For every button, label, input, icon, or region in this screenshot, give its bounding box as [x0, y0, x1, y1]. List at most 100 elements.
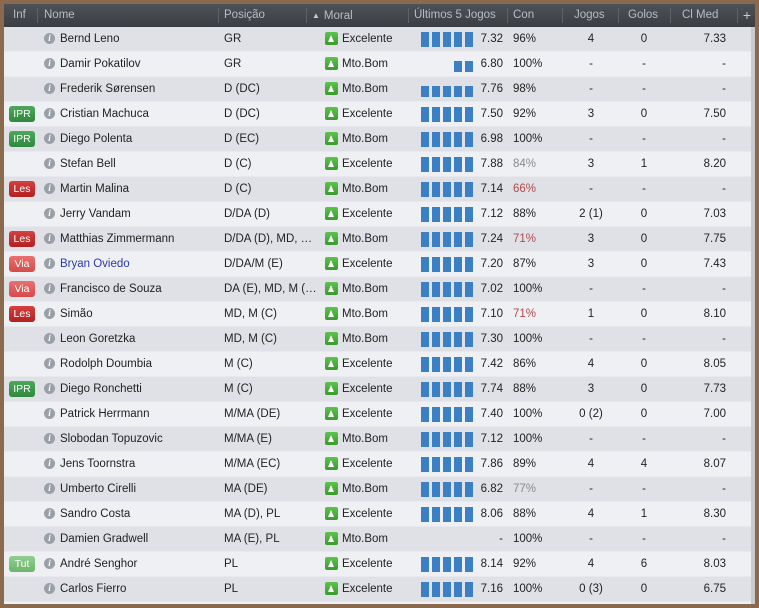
status-badge[interactable]: Les: [9, 181, 35, 197]
table-row[interactable]: Les i Simão MD, M (C) Mto.Bom 7.10 71% 1 0 8.10: [4, 302, 755, 327]
table-row[interactable]: i Damien Gradwell MA (E), PL Mto.Bom -100% - -…: [4, 527, 755, 552]
info-icon[interactable]: i: [44, 158, 55, 169]
table-row[interactable]: i Jens Toornstra M/MA (EC) Excelente 7.86 89%…: [4, 452, 755, 477]
info-icon[interactable]: i: [44, 433, 55, 444]
player-name[interactable]: Cristian Machuca: [60, 108, 149, 120]
col-golos[interactable]: Golos: [628, 9, 659, 21]
player-name[interactable]: Martin Malina: [60, 183, 130, 195]
status-badge[interactable]: Via: [9, 281, 35, 297]
player-name[interactable]: Francisco de Souza: [60, 283, 162, 295]
player-name[interactable]: Umberto Cirelli: [60, 483, 137, 495]
col-divider[interactable]: [37, 8, 38, 23]
info-icon[interactable]: i: [44, 33, 55, 44]
col-divider[interactable]: [562, 8, 563, 23]
status-badge[interactable]: Tut: [9, 556, 35, 572]
status-badge[interactable]: IPR: [9, 106, 35, 122]
table-row[interactable]: i Bernd Leno GR Excelente 7.32 96% 4 0 7.33: [4, 27, 755, 52]
col-divider[interactable]: [618, 8, 619, 23]
table-row[interactable]: i Stefan Bell D (C) Excelente 7.88 84% 3 1 8.20: [4, 152, 755, 177]
player-name[interactable]: Damir Pokatilov: [60, 58, 141, 70]
add-column-icon[interactable]: +: [742, 7, 751, 23]
col-inf[interactable]: Inf: [13, 9, 26, 21]
player-name[interactable]: Frederik Sørensen: [60, 83, 156, 95]
table-row[interactable]: IPR i Diego Polenta D (EC) Mto.Bom 6.98 100% - -…: [4, 127, 755, 152]
info-icon[interactable]: i: [44, 83, 55, 94]
table-row[interactable]: i Jerry Vandam D/DA (D) Excelente 7.12 88% 2 (…: [4, 202, 755, 227]
status-badge[interactable]: Via: [9, 256, 35, 272]
table-row[interactable]: Via i Francisco de Souza DA (E), MD, M (E..…: [4, 277, 755, 302]
table-row[interactable]: i Sandro Costa MA (D), PL Excelente 8.06 88% 4…: [4, 502, 755, 527]
info-icon[interactable]: i: [44, 108, 55, 119]
table-row[interactable]: IPR i Cristian Machuca D (DC) Excelente 7.50 9…: [4, 102, 755, 127]
col-con[interactable]: Con: [513, 9, 535, 21]
player-name[interactable]: Diego Ronchetti: [60, 383, 142, 395]
status-badge[interactable]: IPR: [9, 381, 35, 397]
player-name[interactable]: Slobodan Topuzovic: [60, 433, 163, 445]
player-name[interactable]: Bryan Oviedo: [60, 258, 130, 270]
info-icon[interactable]: i: [44, 308, 55, 319]
col-clmed[interactable]: Cl Med: [682, 9, 719, 21]
status-badge[interactable]: Les: [9, 231, 35, 247]
player-name[interactable]: Matthias Zimmermann: [60, 233, 175, 245]
info-icon[interactable]: i: [44, 233, 55, 244]
table-row[interactable]: i Frederik Sørensen D (DC) Mto.Bom 7.76 98% - -…: [4, 77, 755, 102]
table-row[interactable]: i Leon Goretzka MD, M (C) Mto.Bom 7.30 100% - -…: [4, 327, 755, 352]
table-row[interactable]: i Carlos Fierro PL Excelente 7.16 100% 0 (3) 0 6…: [4, 577, 755, 602]
info-icon[interactable]: i: [44, 333, 55, 344]
col-divider[interactable]: [408, 8, 409, 23]
table-row[interactable]: i Patrick Herrmann M/MA (DE) Excelente 7.40 1…: [4, 402, 755, 427]
info-icon[interactable]: i: [44, 508, 55, 519]
info-icon[interactable]: i: [44, 383, 55, 394]
info-icon[interactable]: i: [44, 558, 55, 569]
player-name[interactable]: Bernd Leno: [60, 33, 120, 45]
player-name[interactable]: Sandro Costa: [60, 508, 131, 520]
col-ultimos[interactable]: Últimos 5 Jogos: [414, 9, 496, 21]
col-divider[interactable]: [737, 8, 738, 23]
player-name[interactable]: Patrick Herrmann: [60, 408, 150, 420]
player-name[interactable]: Carlos Fierro: [60, 583, 127, 595]
table-row[interactable]: Tut i André Senghor PL Excelente 8.14 92% 4 6 8.0…: [4, 552, 755, 577]
info-icon[interactable]: i: [44, 133, 55, 144]
info-icon[interactable]: i: [44, 283, 55, 294]
col-moral-wrap[interactable]: ▲ Moral: [312, 4, 353, 27]
player-name[interactable]: Simão: [60, 308, 93, 320]
table-row[interactable]: IPRiLennart ThyPLExcelente7.4493%437.35: [4, 602, 755, 604]
table-row[interactable]: i Damir Pokatilov GR Mto.Bom 6.80 100% - - -: [4, 52, 755, 77]
col-jogos[interactable]: Jogos: [574, 9, 605, 21]
info-icon[interactable]: i: [44, 458, 55, 469]
col-divider[interactable]: [218, 8, 219, 23]
info-icon[interactable]: i: [44, 483, 55, 494]
status-badge[interactable]: Les: [9, 306, 35, 322]
player-name[interactable]: Rodolph Doumbia: [60, 358, 153, 370]
player-name[interactable]: Jens Toornstra: [60, 458, 136, 470]
player-name[interactable]: Damien Gradwell: [60, 533, 149, 545]
player-name[interactable]: Leon Goretzka: [60, 333, 136, 345]
player-name[interactable]: Stefan Bell: [60, 158, 116, 170]
table-row[interactable]: Les i Matthias Zimmermann D/DA (D), MD, M .…: [4, 227, 755, 252]
info-icon[interactable]: i: [44, 58, 55, 69]
table-row[interactable]: IPR i Diego Ronchetti M (C) Excelente 7.74 88%…: [4, 377, 755, 402]
table-row[interactable]: Via i Bryan Oviedo D/DA/M (E) Excelente 7.20 8…: [4, 252, 755, 277]
info-icon[interactable]: i: [44, 258, 55, 269]
player-name[interactable]: Diego Polenta: [60, 133, 133, 145]
col-nome[interactable]: Nome: [44, 9, 75, 21]
col-divider[interactable]: [507, 8, 508, 23]
info-icon[interactable]: i: [44, 533, 55, 544]
status-badge[interactable]: IPR: [9, 131, 35, 147]
table-row[interactable]: i Rodolph Doumbia M (C) Excelente 7.42 86% 4 0 8…: [4, 352, 755, 377]
scrollbar[interactable]: [751, 27, 755, 604]
table-row[interactable]: i Slobodan Topuzovic M/MA (E) Mto.Bom 7.12 10…: [4, 427, 755, 452]
info-icon[interactable]: i: [44, 358, 55, 369]
info-icon[interactable]: i: [44, 583, 55, 594]
col-divider[interactable]: [670, 8, 671, 23]
info-icon[interactable]: i: [44, 183, 55, 194]
col-divider[interactable]: [306, 8, 307, 23]
info-icon[interactable]: i: [44, 408, 55, 419]
col-posicao[interactable]: Posição: [224, 9, 265, 21]
player-name[interactable]: Lennart Thy: [60, 602, 220, 604]
info-icon[interactable]: i: [44, 208, 55, 219]
player-name[interactable]: Jerry Vandam: [60, 208, 131, 220]
player-name[interactable]: André Senghor: [60, 558, 138, 570]
table-row[interactable]: Les i Martin Malina D (C) Mto.Bom 7.14 66% - - -: [4, 177, 755, 202]
table-row[interactable]: i Umberto Cirelli MA (DE) Mto.Bom 6.82 77% - - -: [4, 477, 755, 502]
